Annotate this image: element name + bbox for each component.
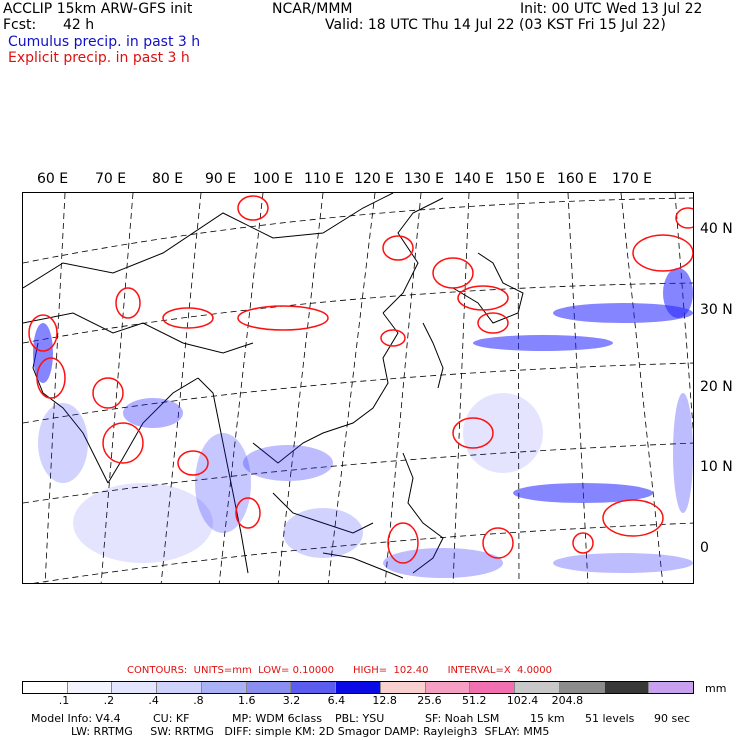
legend-swatch <box>380 682 426 693</box>
lat-label: 20 N <box>700 379 733 395</box>
precip-map <box>22 192 694 584</box>
lon-label: 60 E <box>37 171 69 187</box>
lon-label: 170 E <box>612 171 653 187</box>
contour-info: CONTOURS: UNITS=mm LOW= 0.10000 HIGH= 10… <box>127 665 553 676</box>
model-version: Model Info: V4.4 <box>31 712 121 725</box>
pbl-scheme: PBL: YSU <box>335 712 385 725</box>
legend-swatch <box>336 682 381 693</box>
legend-swatch <box>604 682 650 693</box>
mp-scheme: MP: WDM 6class <box>232 712 322 725</box>
levels: 51 levels <box>585 712 635 725</box>
legend-swatch <box>112 682 158 693</box>
valid-time: Valid: 18 UTC Thu 14 Jul 22 (03 KST Fri … <box>325 17 666 33</box>
legend-unit: mm <box>705 682 727 695</box>
lon-label: 130 E <box>404 171 445 187</box>
lon-label: 140 E <box>454 171 495 187</box>
legend-label: .4 <box>148 694 159 707</box>
legend-label: 25.6 <box>417 694 442 707</box>
legend-swatch <box>649 682 694 693</box>
init-time: Init: 00 UTC Wed 13 Jul 22 <box>520 1 703 17</box>
lon-label: 90 E <box>205 171 237 187</box>
color-legend <box>22 681 694 694</box>
timestep: 90 sec <box>654 712 691 725</box>
forecast-hour: 42 h <box>63 17 95 33</box>
resolution: 15 km <box>530 712 565 725</box>
sf-scheme: SF: Noah LSM <box>425 712 500 725</box>
explicit-precip <box>28 195 693 564</box>
legend-swatch <box>201 682 247 693</box>
legend-label: 102.4 <box>506 694 539 707</box>
legend-swatch <box>67 682 113 693</box>
legend-swatch <box>246 682 292 693</box>
model-title: ACCLIP 15km ARW-GFS init <box>3 1 193 17</box>
map-canvas <box>23 193 693 583</box>
cumulus-label: Cumulus precip. in past 3 h <box>8 34 201 50</box>
legend-label: .8 <box>193 694 204 707</box>
explicit-label: Explicit precip. in past 3 h <box>8 50 190 66</box>
forecast-label: Fcst: <box>3 17 37 33</box>
legend-label: 204.8 <box>551 694 584 707</box>
lat-label: 30 N <box>700 302 733 318</box>
organization: NCAR/MMM <box>272 1 353 17</box>
lon-label: 160 E <box>557 171 598 187</box>
lon-label: 150 E <box>505 171 546 187</box>
legend-swatch <box>515 682 560 693</box>
lon-label: 100 E <box>253 171 294 187</box>
legend-swatch <box>23 682 68 693</box>
legend-swatch <box>470 682 516 693</box>
legend-swatch <box>559 682 605 693</box>
lon-label: 70 E <box>95 171 127 187</box>
legend-swatch <box>291 682 337 693</box>
cumulus-precip <box>33 268 693 578</box>
lon-label: 110 E <box>304 171 345 187</box>
legend-label: 12.8 <box>372 694 397 707</box>
lon-label: 80 E <box>152 171 184 187</box>
legend-swatch <box>425 682 471 693</box>
legend-label: 1.6 <box>238 694 256 707</box>
physics-line: LW: RRTMG SW: RRTMG DIFF: simple KM: 2D … <box>71 725 550 738</box>
legend-label: .1 <box>58 694 70 707</box>
lat-label: 40 N <box>700 221 733 237</box>
legend-label: .2 <box>103 694 115 707</box>
lat-label: 10 N <box>700 459 733 475</box>
lon-label: 120 E <box>354 171 395 187</box>
legend-label: 6.4 <box>327 694 346 707</box>
legend-swatch <box>157 682 202 693</box>
legend-label: 3.2 <box>282 694 301 707</box>
lat-label: 0 <box>700 540 709 556</box>
cu-scheme: CU: KF <box>153 712 190 725</box>
legend-label: 51.2 <box>462 694 487 707</box>
